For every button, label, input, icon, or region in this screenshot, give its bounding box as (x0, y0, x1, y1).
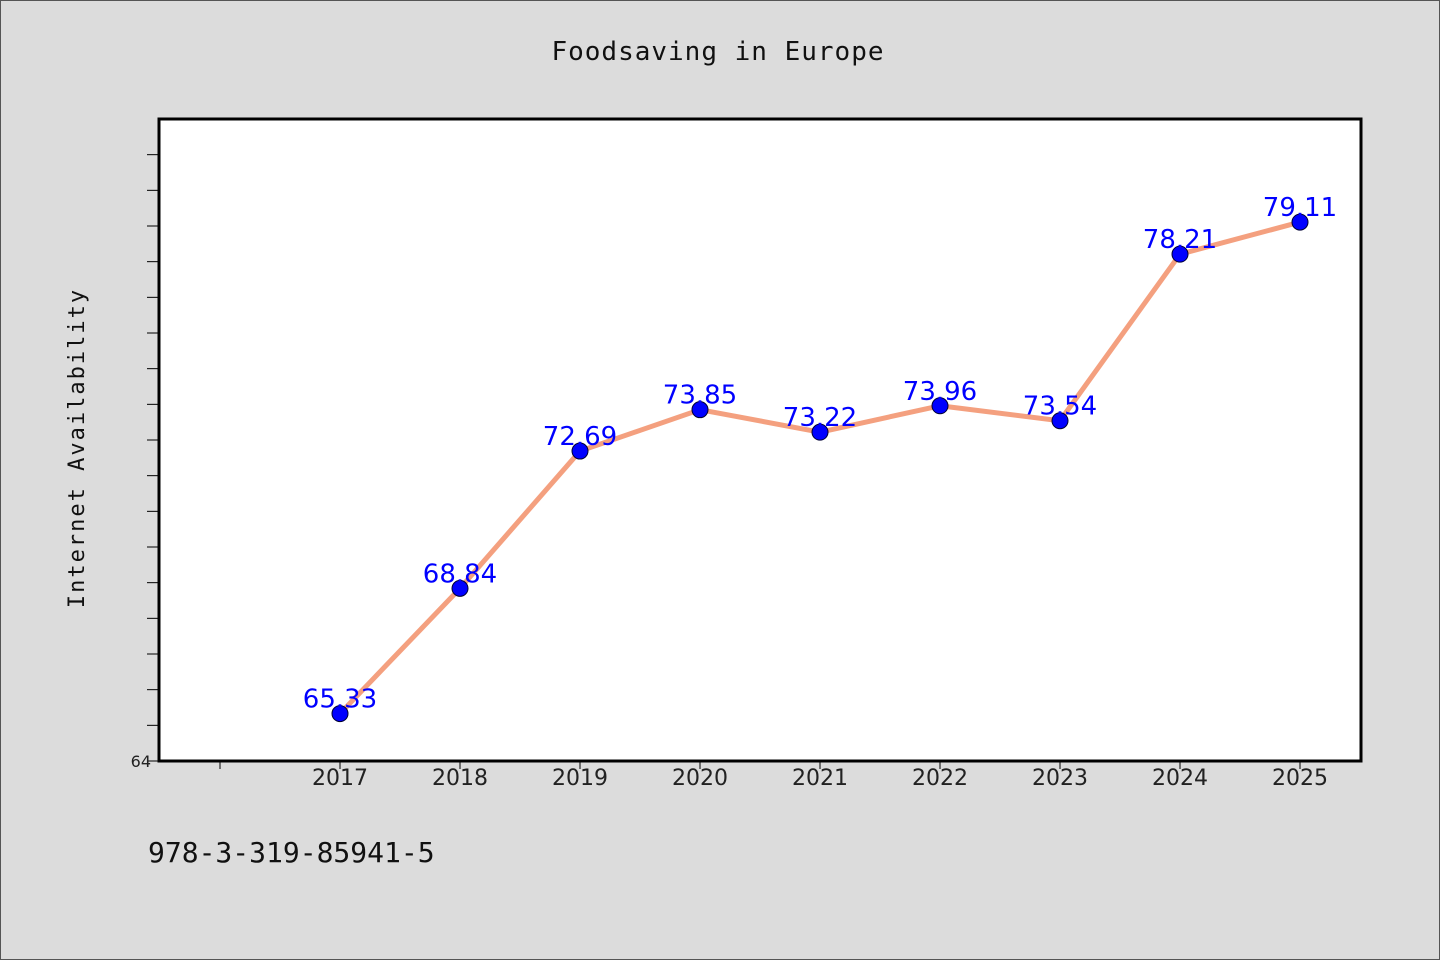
data-label: 65.33 (303, 685, 377, 715)
data-point (691, 401, 709, 419)
y-axis-ticks: 64 (131, 154, 159, 771)
data-point (931, 397, 949, 415)
data-label: 72.69 (543, 422, 617, 452)
x-axis-ticks: 2017 2018 2019 2020 2021 2022 2023 2024 2025 (219, 761, 1328, 791)
data-label: 73.54 (1023, 392, 1097, 422)
data-label: 73.85 (663, 381, 737, 411)
footer-isbn: 978-3-319-85941-5 (148, 836, 435, 869)
plot-area (157, 117, 1363, 763)
x-tick-label: 2023 (1032, 766, 1088, 791)
x-tick-label: 2022 (912, 766, 968, 791)
data-label: 68.84 (423, 559, 497, 589)
data-point (1291, 213, 1309, 231)
data-label: 79.11 (1263, 193, 1337, 223)
x-tick-label: 2019 (552, 766, 608, 791)
data-point (451, 579, 469, 597)
x-tick-label: 2020 (672, 766, 728, 791)
data-point (1171, 245, 1189, 263)
data-point (1051, 412, 1069, 430)
x-tick-label: 2017 (312, 766, 368, 791)
data-label: 73.22 (783, 403, 857, 433)
data-label: 78.21 (1143, 225, 1217, 255)
series-group: 65.33 68.84 72.69 73.85 73.22 73.96 73.54 78.21… (303, 193, 1337, 723)
data-label: 73.96 (903, 377, 977, 407)
data-point (571, 442, 589, 460)
x-tick-label: 2018 (432, 766, 488, 791)
x-tick-label: 2021 (792, 766, 848, 791)
x-tick-label: 2024 (1152, 766, 1208, 791)
y-tick-label: 64 (131, 752, 151, 771)
y-axis-label: Internet Availability (65, 288, 90, 608)
data-point (811, 423, 829, 441)
data-point (331, 705, 349, 723)
x-tick-label: 2025 (1272, 766, 1328, 791)
chart-title: Foodsaving in Europe (551, 37, 884, 67)
